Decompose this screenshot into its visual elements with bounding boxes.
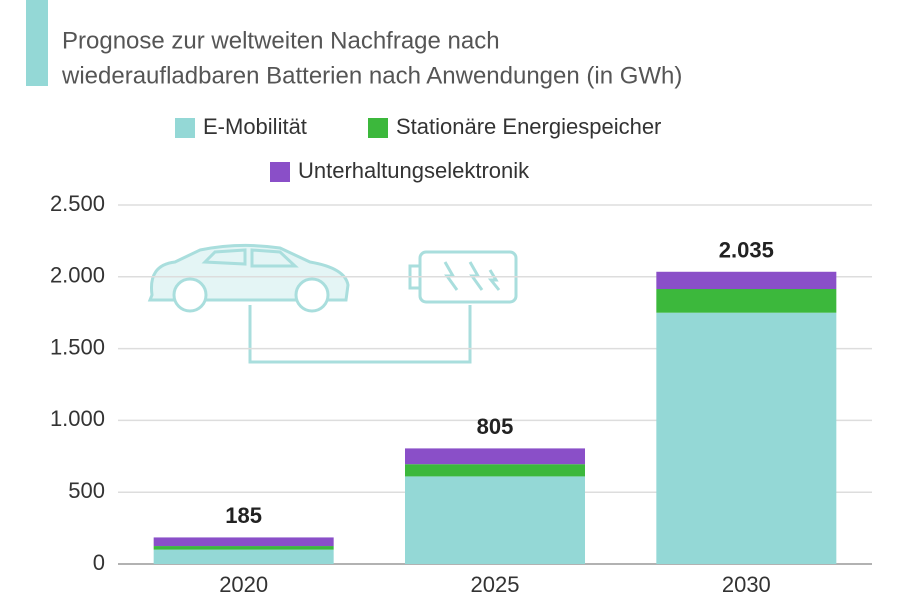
y-tick-label: 500 [68, 478, 105, 503]
y-tick-label: 0 [93, 550, 105, 575]
title-accent [26, 0, 48, 86]
illustration [147, 243, 518, 364]
y-tick-label: 1.000 [50, 406, 105, 431]
subtitle: Prognose zur weltweiten Nachfrage nach [62, 27, 500, 54]
legend-label: Unterhaltungselektronik [298, 158, 530, 183]
legend-label: Stationäre Energiespeicher [396, 114, 661, 139]
bar-segment [153, 546, 334, 550]
bar-segment [656, 312, 837, 564]
bar-segment [656, 289, 837, 313]
subtitle: wiederaufladbaren Batterien nach Anwendu… [61, 62, 682, 89]
x-tick-label: 2020 [219, 572, 268, 596]
total-label: 185 [225, 503, 262, 528]
x-tick-label: 2025 [471, 572, 520, 596]
legend-swatch [270, 162, 290, 182]
total-label: 2.035 [719, 238, 774, 263]
y-tick-label: 1.500 [50, 334, 105, 359]
bar-segment [405, 476, 585, 564]
bar-segment [656, 271, 837, 290]
legend-swatch [175, 118, 195, 138]
legend-swatch [368, 118, 388, 138]
bar-segment [405, 448, 585, 465]
bar-segment [153, 537, 334, 547]
bar-segment [153, 549, 334, 564]
bar-segment [405, 464, 585, 477]
legend-label: E-Mobilität [203, 114, 307, 139]
x-tick-label: 2030 [722, 572, 771, 596]
y-tick-label: 2.500 [50, 191, 105, 216]
y-tick-label: 2.000 [50, 263, 105, 288]
total-label: 805 [477, 414, 514, 439]
